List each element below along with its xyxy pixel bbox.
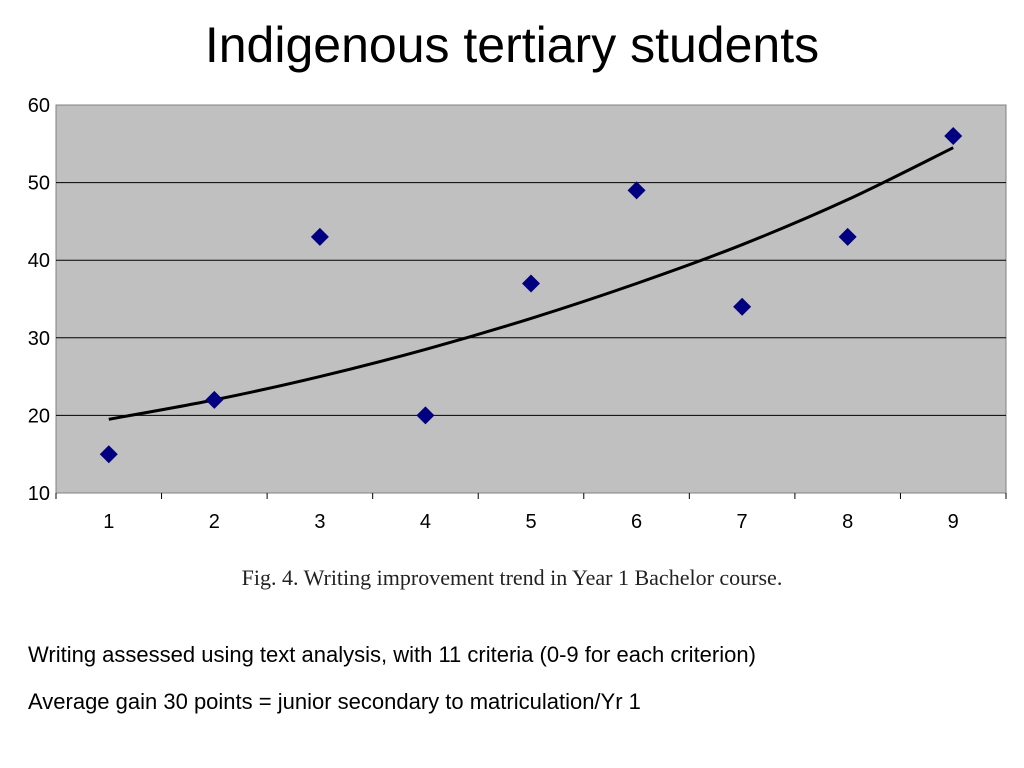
x-tick-label: 2 bbox=[209, 511, 220, 533]
data-point bbox=[944, 127, 963, 146]
y-tick-label: 30 bbox=[28, 328, 50, 350]
data-point bbox=[522, 274, 540, 293]
scatter-chart: 10 20 30 40 50 60 1 2 3 4 5 6 7 8 9 bbox=[28, 95, 1007, 533]
x-tick-label: 6 bbox=[631, 511, 642, 533]
data-point bbox=[205, 390, 224, 409]
x-tick-label: 5 bbox=[525, 511, 536, 533]
x-tick-label: 7 bbox=[737, 511, 748, 533]
y-tick-label: 20 bbox=[28, 405, 50, 427]
note-text: Average gain 30 points = junior secondar… bbox=[28, 689, 641, 714]
data-points bbox=[99, 127, 963, 464]
trendline bbox=[108, 146, 954, 421]
note-text: Writing assessed using text analysis, wi… bbox=[28, 642, 756, 667]
data-point bbox=[627, 181, 646, 200]
gridlines bbox=[56, 182, 1006, 416]
data-point bbox=[838, 227, 857, 246]
data-point bbox=[733, 297, 752, 316]
data-point bbox=[99, 445, 118, 464]
x-axis: 1 2 3 4 5 6 7 8 9 bbox=[55, 493, 1007, 533]
x-tick-label: 1 bbox=[103, 511, 114, 533]
figure-caption: Fig. 4. Writing improvement trend in Yea… bbox=[241, 565, 783, 590]
slide-title: Indigenous tertiary students bbox=[204, 17, 820, 73]
y-tick-label: 50 bbox=[28, 173, 50, 195]
y-tick-label: 40 bbox=[28, 250, 50, 272]
x-tick-label: 4 bbox=[420, 511, 431, 533]
plot-area bbox=[55, 104, 1007, 494]
y-axis: 10 20 30 40 50 60 bbox=[28, 95, 50, 505]
data-point bbox=[310, 227, 329, 246]
x-tick-label: 3 bbox=[314, 511, 325, 533]
y-tick-label: 60 bbox=[28, 95, 50, 117]
x-tick-label: 9 bbox=[948, 511, 959, 533]
y-tick-label: 10 bbox=[28, 483, 50, 505]
x-tick-label: 8 bbox=[842, 511, 853, 533]
data-point bbox=[416, 406, 435, 425]
